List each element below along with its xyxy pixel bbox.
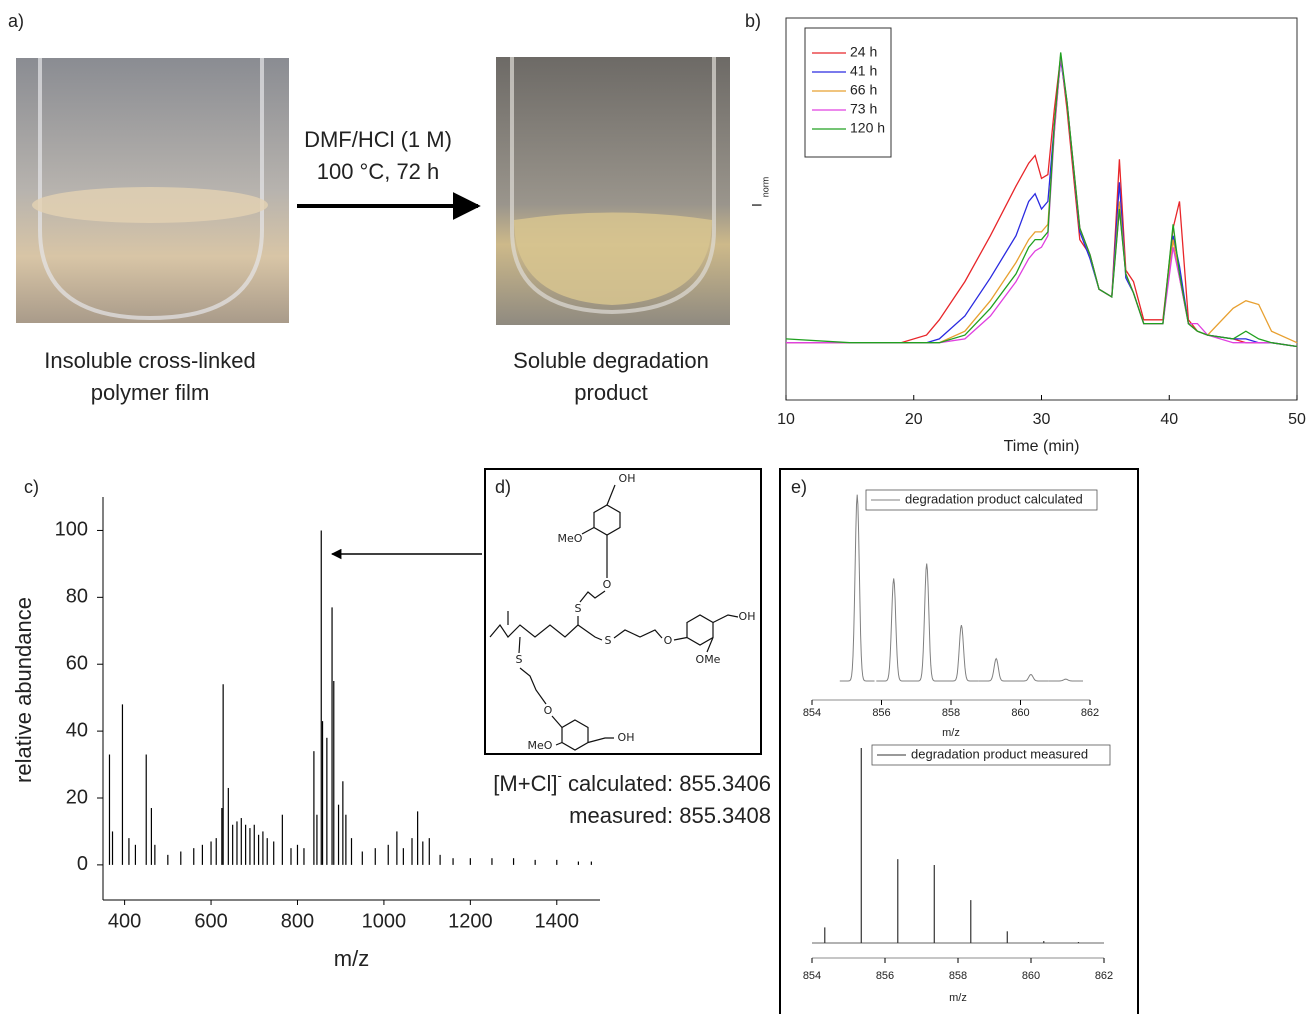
panel-label: a) xyxy=(8,11,24,31)
legend-label: degradation product calculated xyxy=(905,491,1083,506)
y-tick-label: 40 xyxy=(66,719,88,741)
atom-label: OH xyxy=(739,610,756,623)
peak xyxy=(1048,678,1083,682)
x-tick-label: 860 xyxy=(1022,970,1040,982)
peak xyxy=(839,494,875,682)
y-tick-label: 20 xyxy=(66,786,88,808)
atom-label: S xyxy=(575,602,582,615)
legend-label: 120 h xyxy=(850,120,885,136)
atom-label: O xyxy=(544,704,553,717)
x-axis-label: Time (min) xyxy=(1004,438,1080,455)
legend-label: 66 h xyxy=(850,82,877,98)
y-tick-label: 0 xyxy=(77,853,88,875)
structure-box xyxy=(484,468,762,755)
panel-e-box xyxy=(779,468,1139,1014)
legend-label: degradation product measured xyxy=(911,746,1088,761)
peak xyxy=(944,624,979,682)
caption: Soluble degradation xyxy=(513,348,709,373)
peak xyxy=(1013,673,1049,682)
legend-box xyxy=(804,27,892,158)
x-tick-label: 40 xyxy=(1160,411,1178,428)
atom-label: O xyxy=(664,634,673,647)
atom-label: OH xyxy=(618,731,635,744)
peak xyxy=(876,578,911,682)
legend-label: 41 h xyxy=(850,63,877,79)
x-tick-label: 400 xyxy=(108,910,141,932)
conditions: 100 °C, 72 h xyxy=(317,159,440,184)
x-tick-label: 800 xyxy=(281,910,314,932)
x-tick-label: 50 xyxy=(1288,411,1306,428)
mass-measured: measured: 855.3408 xyxy=(569,803,771,828)
atom-label: OH xyxy=(619,472,636,485)
x-tick-label: 854 xyxy=(803,970,821,982)
y-axis-label-subscript: norm xyxy=(760,177,770,198)
atom-label: MeO xyxy=(528,739,553,752)
legend-label: 73 h xyxy=(850,101,877,117)
series-line xyxy=(785,52,1298,348)
y-tick-label: 80 xyxy=(66,586,88,608)
panel-label: b) xyxy=(745,11,761,31)
photo-after xyxy=(496,57,730,325)
x-axis-label: m/z xyxy=(949,992,967,1004)
caption: polymer film xyxy=(91,380,210,405)
peak xyxy=(978,657,1014,682)
mass-calculated: [M+Cl]- calculated: 855.3406 xyxy=(493,768,771,795)
atom-label: O xyxy=(603,578,612,591)
x-tick-label: 858 xyxy=(949,970,967,982)
x-axis-label: m/z xyxy=(334,946,369,971)
structure-bonds xyxy=(489,484,739,751)
legend-box xyxy=(865,489,1098,511)
atom-label: OMe xyxy=(696,653,721,666)
panel-label: c) xyxy=(24,477,39,497)
x-tick-label: 600 xyxy=(194,910,227,932)
reagents: DMF/HCl (1 M) xyxy=(304,127,452,152)
legend-box xyxy=(871,744,1111,766)
x-axis-label: m/z xyxy=(942,727,960,739)
y-axis-label: relative abundance xyxy=(11,597,36,783)
x-tick-label: 856 xyxy=(872,707,890,719)
y-tick-label: 60 xyxy=(66,653,88,675)
x-tick-label: 20 xyxy=(905,411,923,428)
atom-label: MeO xyxy=(558,532,583,545)
photo-before xyxy=(16,58,289,323)
x-tick-label: 860 xyxy=(1011,707,1029,719)
peak xyxy=(909,563,944,682)
atom-label: S xyxy=(516,653,523,666)
legend-label: 24 h xyxy=(850,44,877,60)
x-tick-label: 1000 xyxy=(362,910,407,932)
y-axis-label: I xyxy=(749,203,765,207)
caption: product xyxy=(574,380,647,405)
x-tick-label: 854 xyxy=(803,707,821,719)
caption: Insoluble cross-linked xyxy=(44,348,256,373)
x-tick-label: 30 xyxy=(1033,411,1051,428)
panel-label: e) xyxy=(791,477,807,497)
atom-label: S xyxy=(605,634,612,647)
panel-label: d) xyxy=(495,477,511,497)
y-tick-label: 100 xyxy=(55,519,88,541)
x-tick-label: 858 xyxy=(942,707,960,719)
x-tick-label: 1200 xyxy=(448,910,493,932)
x-tick-label: 856 xyxy=(876,970,894,982)
x-tick-label: 862 xyxy=(1081,707,1099,719)
x-tick-label: 1400 xyxy=(535,910,580,932)
x-tick-label: 862 xyxy=(1095,970,1113,982)
x-tick-label: 10 xyxy=(777,411,795,428)
